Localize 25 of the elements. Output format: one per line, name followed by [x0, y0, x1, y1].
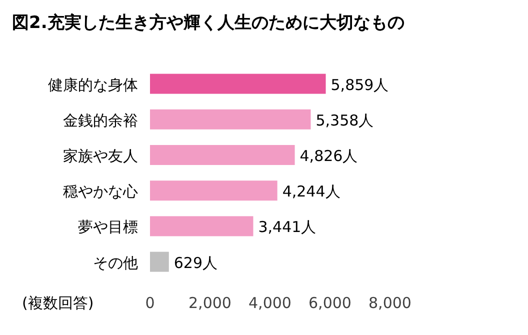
bar: [150, 145, 295, 165]
y-tick-label: 健康的な身体: [48, 76, 138, 94]
x-tick-label: 6,000: [308, 294, 352, 312]
x-tick-label: 0: [145, 294, 155, 312]
chart-title: 図2.充実した生き方や輝く人生のために大切なもの: [12, 13, 404, 33]
x-tick-label: 8,000: [368, 294, 412, 312]
bar: [150, 216, 254, 236]
y-tick-label: 夢や目標: [78, 218, 138, 236]
bar: [150, 109, 311, 130]
data-label: 629人: [174, 254, 218, 272]
bar: [150, 252, 169, 272]
data-label: 3,441人: [258, 218, 316, 236]
bar: [150, 180, 278, 201]
bar: [150, 74, 326, 94]
y-tick-label: 家族や友人: [63, 147, 138, 165]
data-label: 5,358人: [316, 111, 374, 130]
x-tick-label: 4,000: [248, 294, 292, 312]
y-tick-label: 金銭的余裕: [63, 111, 138, 130]
text: (複数回答): [22, 294, 94, 312]
data-label: 4,244人: [282, 182, 340, 201]
y-tick-label: その他: [93, 254, 138, 272]
x-tick-label: 2,000: [188, 294, 232, 312]
y-tick-label: 穏やかな心: [63, 182, 138, 201]
data-label: 4,826人: [300, 147, 358, 165]
data-label: 5,859人: [330, 76, 389, 94]
